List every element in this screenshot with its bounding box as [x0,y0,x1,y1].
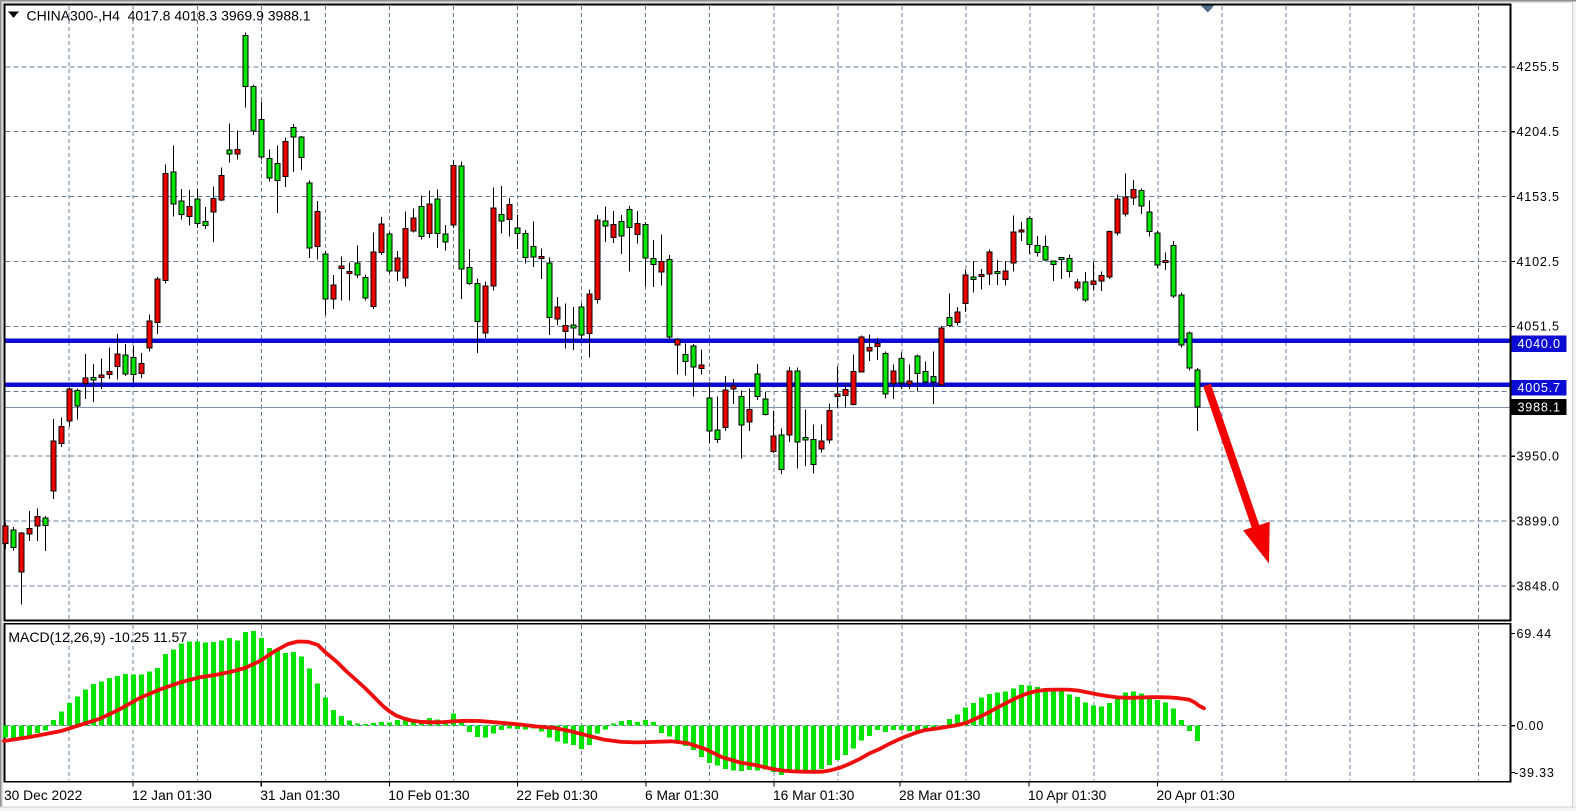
svg-text:4005.7: 4005.7 [1518,381,1561,395]
svg-text:28 Mar 01:30: 28 Mar 01:30 [899,788,981,803]
svg-text:12 Jan 01:30: 12 Jan 01:30 [132,788,212,803]
svg-text:30 Dec 2022: 30 Dec 2022 [4,788,82,803]
svg-text:6 Mar 01:30: 6 Mar 01:30 [645,788,719,803]
svg-text:4102.5: 4102.5 [1517,255,1560,269]
svg-text:CHINA300-,H4 4017.8 4018.3 39: CHINA300-,H4 4017.8 4018.3 3969.9 3988.1 [27,7,311,23]
svg-text:-39.33: -39.33 [1514,766,1555,780]
svg-text:10 Apr 01:30: 10 Apr 01:30 [1028,788,1107,803]
svg-text:0.00: 0.00 [1517,719,1545,733]
svg-text:69.44: 69.44 [1517,627,1553,641]
svg-text:3848.0: 3848.0 [1517,579,1560,593]
svg-text:10 Feb 01:30: 10 Feb 01:30 [388,788,470,803]
svg-text:16 Mar 01:30: 16 Mar 01:30 [773,788,855,803]
svg-text:3899.0: 3899.0 [1517,514,1560,528]
svg-text:3950.0: 3950.0 [1517,450,1560,464]
svg-text:3988.1: 3988.1 [1518,401,1561,415]
svg-text:MACD(12,26,9) -10.25 11.57: MACD(12,26,9) -10.25 11.57 [8,629,187,645]
svg-text:4051.5: 4051.5 [1517,320,1560,334]
svg-text:22 Feb 01:30: 22 Feb 01:30 [516,788,598,803]
svg-text:4153.5: 4153.5 [1517,190,1560,204]
svg-text:31 Jan 01:30: 31 Jan 01:30 [260,788,340,803]
svg-text:4040.0: 4040.0 [1518,337,1561,351]
svg-text:20 Apr 01:30: 20 Apr 01:30 [1157,788,1236,803]
svg-text:4255.5: 4255.5 [1517,60,1560,74]
svg-text:4204.5: 4204.5 [1517,125,1560,139]
